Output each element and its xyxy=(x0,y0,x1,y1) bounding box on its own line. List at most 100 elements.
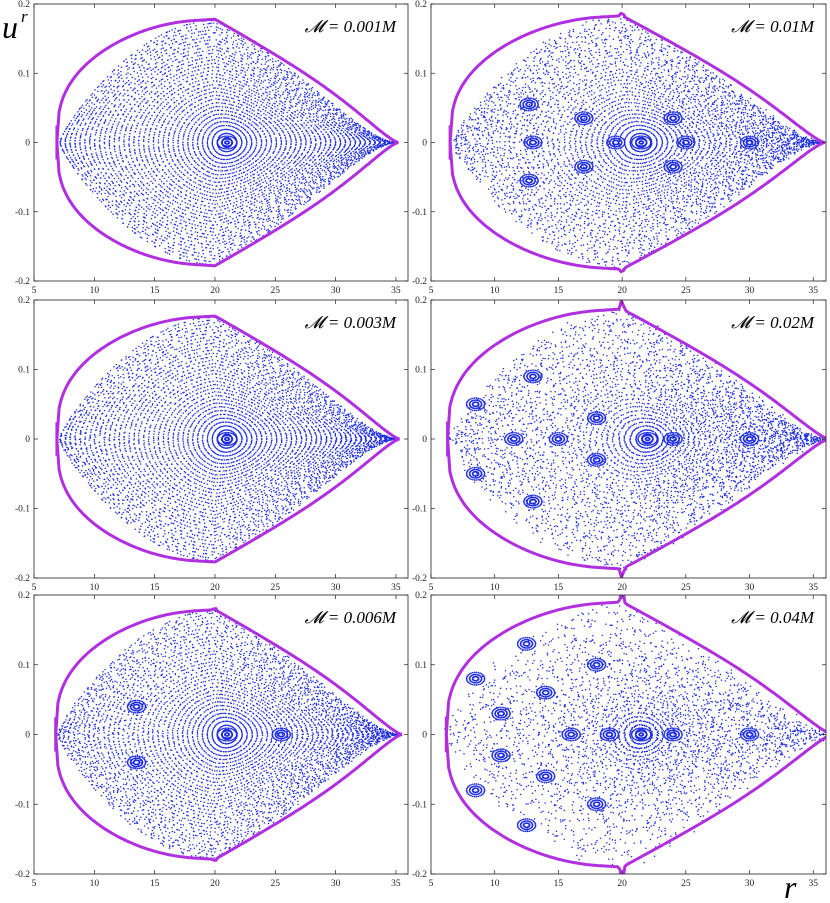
orbit-point xyxy=(238,47,240,49)
orbit-point xyxy=(253,79,256,81)
orbit-point xyxy=(155,186,157,188)
orbit-point xyxy=(244,71,246,73)
orbit-point xyxy=(174,224,177,226)
orbit-point xyxy=(358,128,361,131)
orbit-point xyxy=(191,103,193,105)
orbit-point xyxy=(266,91,268,94)
orbit-point xyxy=(306,162,308,165)
orbit-point xyxy=(179,72,182,74)
orbit-point xyxy=(145,102,147,105)
orbit-point xyxy=(120,129,122,132)
orbit-point xyxy=(187,249,189,252)
orbit-point xyxy=(241,195,244,197)
orbit-point xyxy=(125,187,128,189)
orbit-point xyxy=(187,145,189,147)
orbit-point xyxy=(228,235,230,238)
orbit-point xyxy=(307,150,309,153)
orbit-point xyxy=(196,143,199,145)
orbit-point xyxy=(191,32,193,35)
orbit-point xyxy=(211,141,214,143)
orbit-point xyxy=(299,100,301,102)
orbit-point xyxy=(160,79,163,81)
orbit-point xyxy=(267,101,269,104)
orbit-point xyxy=(276,119,279,121)
orbit-point xyxy=(292,151,294,154)
orbit-point xyxy=(128,67,131,69)
orbit-point xyxy=(89,148,92,150)
orbit-point xyxy=(208,35,211,38)
orbit-point xyxy=(255,119,258,122)
orbit-point xyxy=(199,47,201,50)
orbit-point xyxy=(161,78,164,80)
orbit-point xyxy=(327,111,330,114)
orbit-point xyxy=(172,175,175,178)
orbit-point xyxy=(340,115,342,117)
orbit-point xyxy=(127,68,129,70)
orbit-point xyxy=(201,161,203,164)
orbit-point xyxy=(130,174,132,177)
orbit-point xyxy=(347,157,349,159)
orbit-point xyxy=(270,145,272,148)
orbit-point xyxy=(125,174,127,177)
orbit-point xyxy=(249,108,252,110)
orbit-point xyxy=(352,125,354,128)
orbit-point xyxy=(218,56,220,59)
orbit-point xyxy=(250,77,252,79)
orbit-point xyxy=(228,103,230,106)
orbit-point xyxy=(260,63,263,66)
orbit-point xyxy=(112,95,115,98)
orbit-point xyxy=(102,92,104,95)
orbit-point xyxy=(313,148,316,150)
orbit-point xyxy=(223,102,225,105)
orbit-point xyxy=(345,153,348,155)
orbit-point xyxy=(147,100,149,102)
orbit-point xyxy=(173,96,175,99)
orbit-point xyxy=(189,153,192,156)
orbit-point xyxy=(177,89,179,92)
orbit-point xyxy=(129,103,131,105)
orbit-point xyxy=(239,235,241,238)
orbit-point xyxy=(258,149,261,152)
orbit-point xyxy=(277,79,280,82)
orbit-point xyxy=(173,181,175,183)
orbit-point xyxy=(292,98,295,100)
orbit-point xyxy=(177,232,180,235)
orbit-point xyxy=(192,189,195,192)
orbit-point xyxy=(363,149,366,152)
orbit-point xyxy=(293,150,295,152)
orbit-point xyxy=(279,202,282,204)
orbit-point xyxy=(123,203,125,206)
orbit-point xyxy=(238,84,241,86)
orbit-point xyxy=(218,252,220,255)
orbit-point xyxy=(102,167,104,170)
orbit-point xyxy=(215,80,218,82)
orbit-point xyxy=(155,157,158,159)
orbit-point xyxy=(285,146,287,148)
orbit-point xyxy=(289,137,292,139)
orbit-point xyxy=(319,177,322,180)
orbit-point xyxy=(345,162,348,165)
orbit-point xyxy=(148,93,151,95)
orbit-point xyxy=(117,123,120,125)
orbit-point xyxy=(136,114,138,117)
orbit-point xyxy=(93,109,95,112)
orbit-point xyxy=(177,135,180,137)
orbit-point xyxy=(194,101,196,104)
orbit-point xyxy=(138,223,140,226)
orbit-point xyxy=(141,80,144,83)
orbit-point xyxy=(119,151,122,154)
orbit-point xyxy=(328,119,331,122)
orbit-point xyxy=(295,94,297,97)
orbit-point xyxy=(145,127,147,130)
orbit-point xyxy=(294,178,297,180)
orbit-point xyxy=(300,119,302,122)
orbit-point xyxy=(287,162,290,165)
orbit-point xyxy=(214,62,217,64)
orbit-point xyxy=(302,190,304,193)
orbit-point xyxy=(329,153,331,155)
orbit-point xyxy=(269,121,271,124)
orbit-point xyxy=(317,169,320,172)
orbit-point xyxy=(257,151,259,154)
orbit-point xyxy=(280,114,283,117)
orbit-point xyxy=(218,94,221,97)
